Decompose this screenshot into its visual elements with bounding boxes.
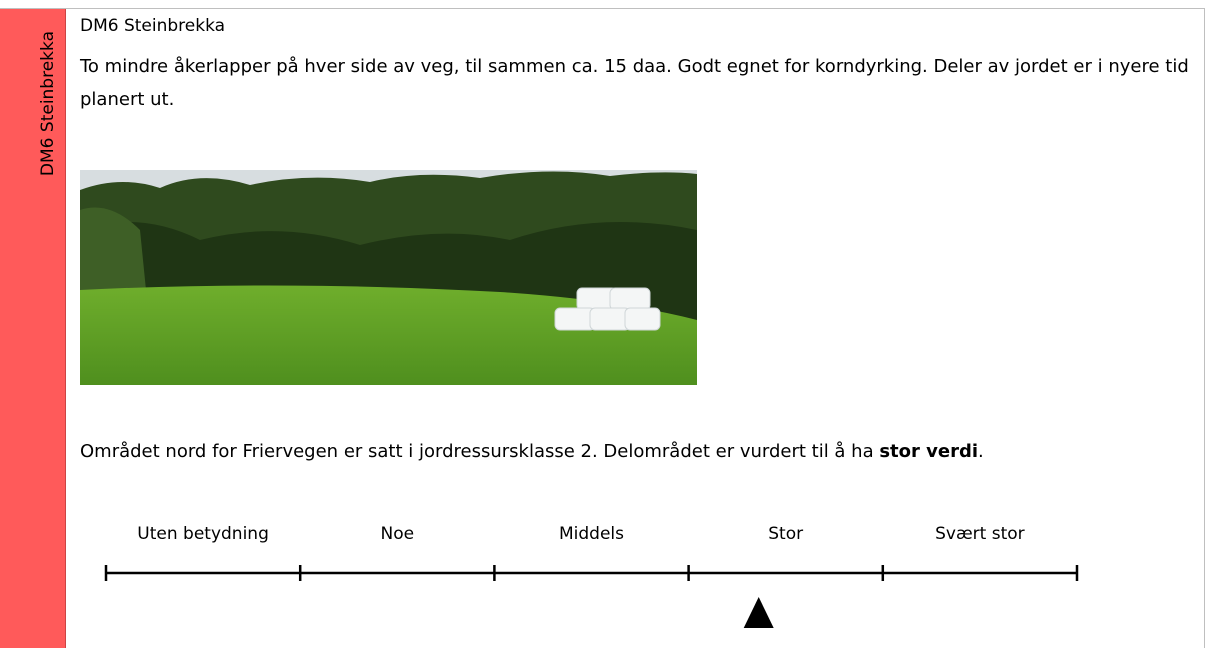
scale-marker	[744, 597, 774, 628]
scale-label: Uten betydning	[137, 524, 269, 544]
photo	[80, 170, 697, 385]
scale-label: Noe	[381, 524, 415, 544]
value-scale: Uten betydning Noe Middels Stor Svært stor	[0, 510, 1207, 640]
text: .	[978, 441, 984, 462]
scale-label: Stor	[768, 524, 803, 544]
paragraph: Området nord for Friervegen er satt i jo…	[80, 441, 984, 462]
bold-text: stor verdi	[879, 441, 978, 462]
title: DM6 Steinbrekka	[80, 16, 225, 36]
sidebar-label: DM6 Steinbrekka	[38, 31, 58, 176]
text: Området nord for Friervegen er satt i jo…	[80, 441, 879, 462]
scale-label: Middels	[559, 524, 624, 544]
page: DM6 Steinbrekka DM6 Steinbrekka To mindr…	[0, 0, 1207, 648]
scale-label: Svært stor	[935, 524, 1025, 544]
paragraph: To mindre åkerlapper på hver side av veg…	[80, 50, 1190, 116]
